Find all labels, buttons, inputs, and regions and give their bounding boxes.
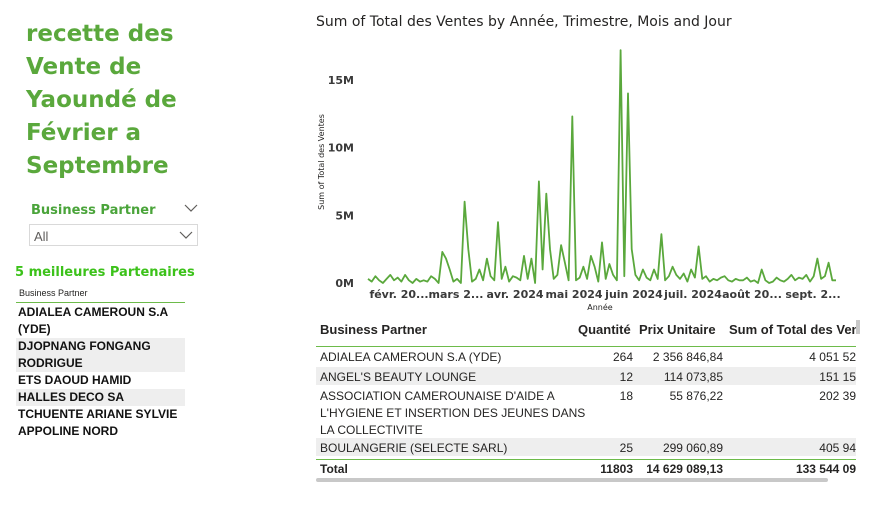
total-divider bbox=[316, 459, 856, 460]
list-item[interactable]: ADIALEA CAMEROUN S.A (YDE) bbox=[18, 305, 168, 336]
x-tick-label: juil. 2024 bbox=[663, 288, 722, 301]
cell-partner: LA COLLECTIVITE bbox=[320, 423, 423, 437]
cell-quantity: 18 bbox=[619, 389, 633, 403]
x-tick-label: juin 2024 bbox=[604, 288, 663, 301]
cell-partner: ANGEL'S BEAUTY LOUNGE bbox=[320, 370, 477, 384]
cell-total: 202 39 bbox=[819, 389, 856, 403]
column-header-partner[interactable]: Business Partner bbox=[320, 322, 427, 337]
title-line: Septembre bbox=[26, 153, 169, 179]
cell-quantity: 12 bbox=[619, 370, 633, 384]
cell-price: 55 876,22 bbox=[669, 389, 723, 403]
column-header-price[interactable]: Prix Unitaire bbox=[639, 322, 716, 337]
total-price: 14 629 089,13 bbox=[646, 462, 723, 476]
y-tick-label: 10M bbox=[328, 142, 354, 155]
y-axis-label: Sum of Total des Ventes bbox=[317, 114, 326, 210]
business-partner-dropdown[interactable]: All bbox=[29, 224, 198, 246]
total-sum: 133 544 09 bbox=[795, 462, 856, 476]
list-item[interactable]: TCHUENTE ARIANE SYLVIE APPOLINE NORD bbox=[18, 407, 178, 438]
list-item[interactable]: DJOPNANG FONGANG RODRIGUE bbox=[16, 338, 185, 372]
cell-quantity: 25 bbox=[619, 441, 633, 455]
line-chart[interactable]: 0M 5M 10M 15M févr. 20... mars 2... avr. 2024… bbox=[310, 36, 850, 312]
cell-partner: BOULANGERIE (SELECTE SARL) bbox=[320, 441, 508, 455]
top5-list: ADIALEA CAMEROUN S.A (YDE) DJOPNANG FONG… bbox=[16, 304, 185, 440]
title-line: recette des bbox=[26, 21, 174, 47]
vertical-scrollbar[interactable] bbox=[856, 320, 860, 334]
series-line[interactable] bbox=[367, 49, 836, 284]
cell-price: 2 356 846,84 bbox=[652, 350, 723, 364]
cell-price: 299 060,89 bbox=[662, 441, 723, 455]
cell-total: 4 051 52 bbox=[809, 350, 856, 364]
title-line: Yaoundé de bbox=[26, 87, 177, 113]
top5-title: 5 meilleures Partenaires bbox=[15, 265, 195, 280]
report-title: recette des Vente de Yaoundé de Février … bbox=[26, 18, 276, 183]
chevron-down-icon[interactable] bbox=[184, 203, 198, 213]
y-tick-label: 5M bbox=[335, 209, 354, 222]
total-label: Total bbox=[320, 462, 348, 476]
chevron-down-icon bbox=[179, 231, 193, 239]
slicer-label: Business Partner bbox=[31, 203, 156, 218]
table-row bbox=[316, 367, 856, 385]
list-item[interactable]: HALLES DECO SA bbox=[16, 389, 185, 406]
cell-partner: L'HYGIENE ET INSERTION DES JEUNES DANS bbox=[320, 406, 586, 420]
column-header-quantity[interactable]: Quantité bbox=[578, 322, 631, 337]
column-header-total[interactable]: Sum of Total des Ven bbox=[729, 322, 856, 337]
table-row bbox=[316, 438, 856, 456]
chart-title: Sum of Total des Ventes by Année, Trimes… bbox=[316, 14, 732, 30]
title-line: Février a bbox=[26, 120, 142, 146]
dropdown-value: All bbox=[34, 229, 49, 244]
title-line: Vente de bbox=[26, 54, 142, 80]
cell-partner: ADIALEA CAMEROUN S.A (YDE) bbox=[320, 350, 502, 364]
cell-partner: ASSOCIATION CAMEROUNAISE D'AIDE A bbox=[320, 389, 555, 403]
horizontal-scrollbar[interactable] bbox=[316, 478, 828, 482]
y-tick-label: 15M bbox=[328, 74, 354, 87]
top5-column-header[interactable]: Business Partner bbox=[19, 288, 88, 298]
cell-total: 405 94 bbox=[819, 441, 856, 455]
x-tick-label: mars 2... bbox=[429, 288, 484, 301]
total-quantity: 11803 bbox=[600, 462, 633, 476]
cell-quantity: 264 bbox=[612, 350, 633, 364]
x-tick-label: mai 2024 bbox=[545, 288, 602, 301]
cell-price: 114 073,85 bbox=[663, 370, 723, 384]
partners-table: Business Partner Quantité Prix Unitaire … bbox=[316, 320, 856, 480]
x-tick-label: sept. 2... bbox=[785, 288, 840, 301]
x-tick-label: févr. 20... bbox=[369, 288, 428, 301]
x-tick-label: août 20... bbox=[722, 288, 782, 301]
cell-total: 151 15 bbox=[819, 370, 856, 384]
header-divider bbox=[316, 346, 856, 347]
divider bbox=[16, 302, 185, 303]
x-axis-label: Année bbox=[587, 302, 613, 312]
list-item[interactable]: ETS DAOUD HAMID bbox=[18, 373, 132, 387]
y-tick-label: 0M bbox=[335, 277, 354, 290]
x-tick-label: avr. 2024 bbox=[486, 288, 543, 301]
